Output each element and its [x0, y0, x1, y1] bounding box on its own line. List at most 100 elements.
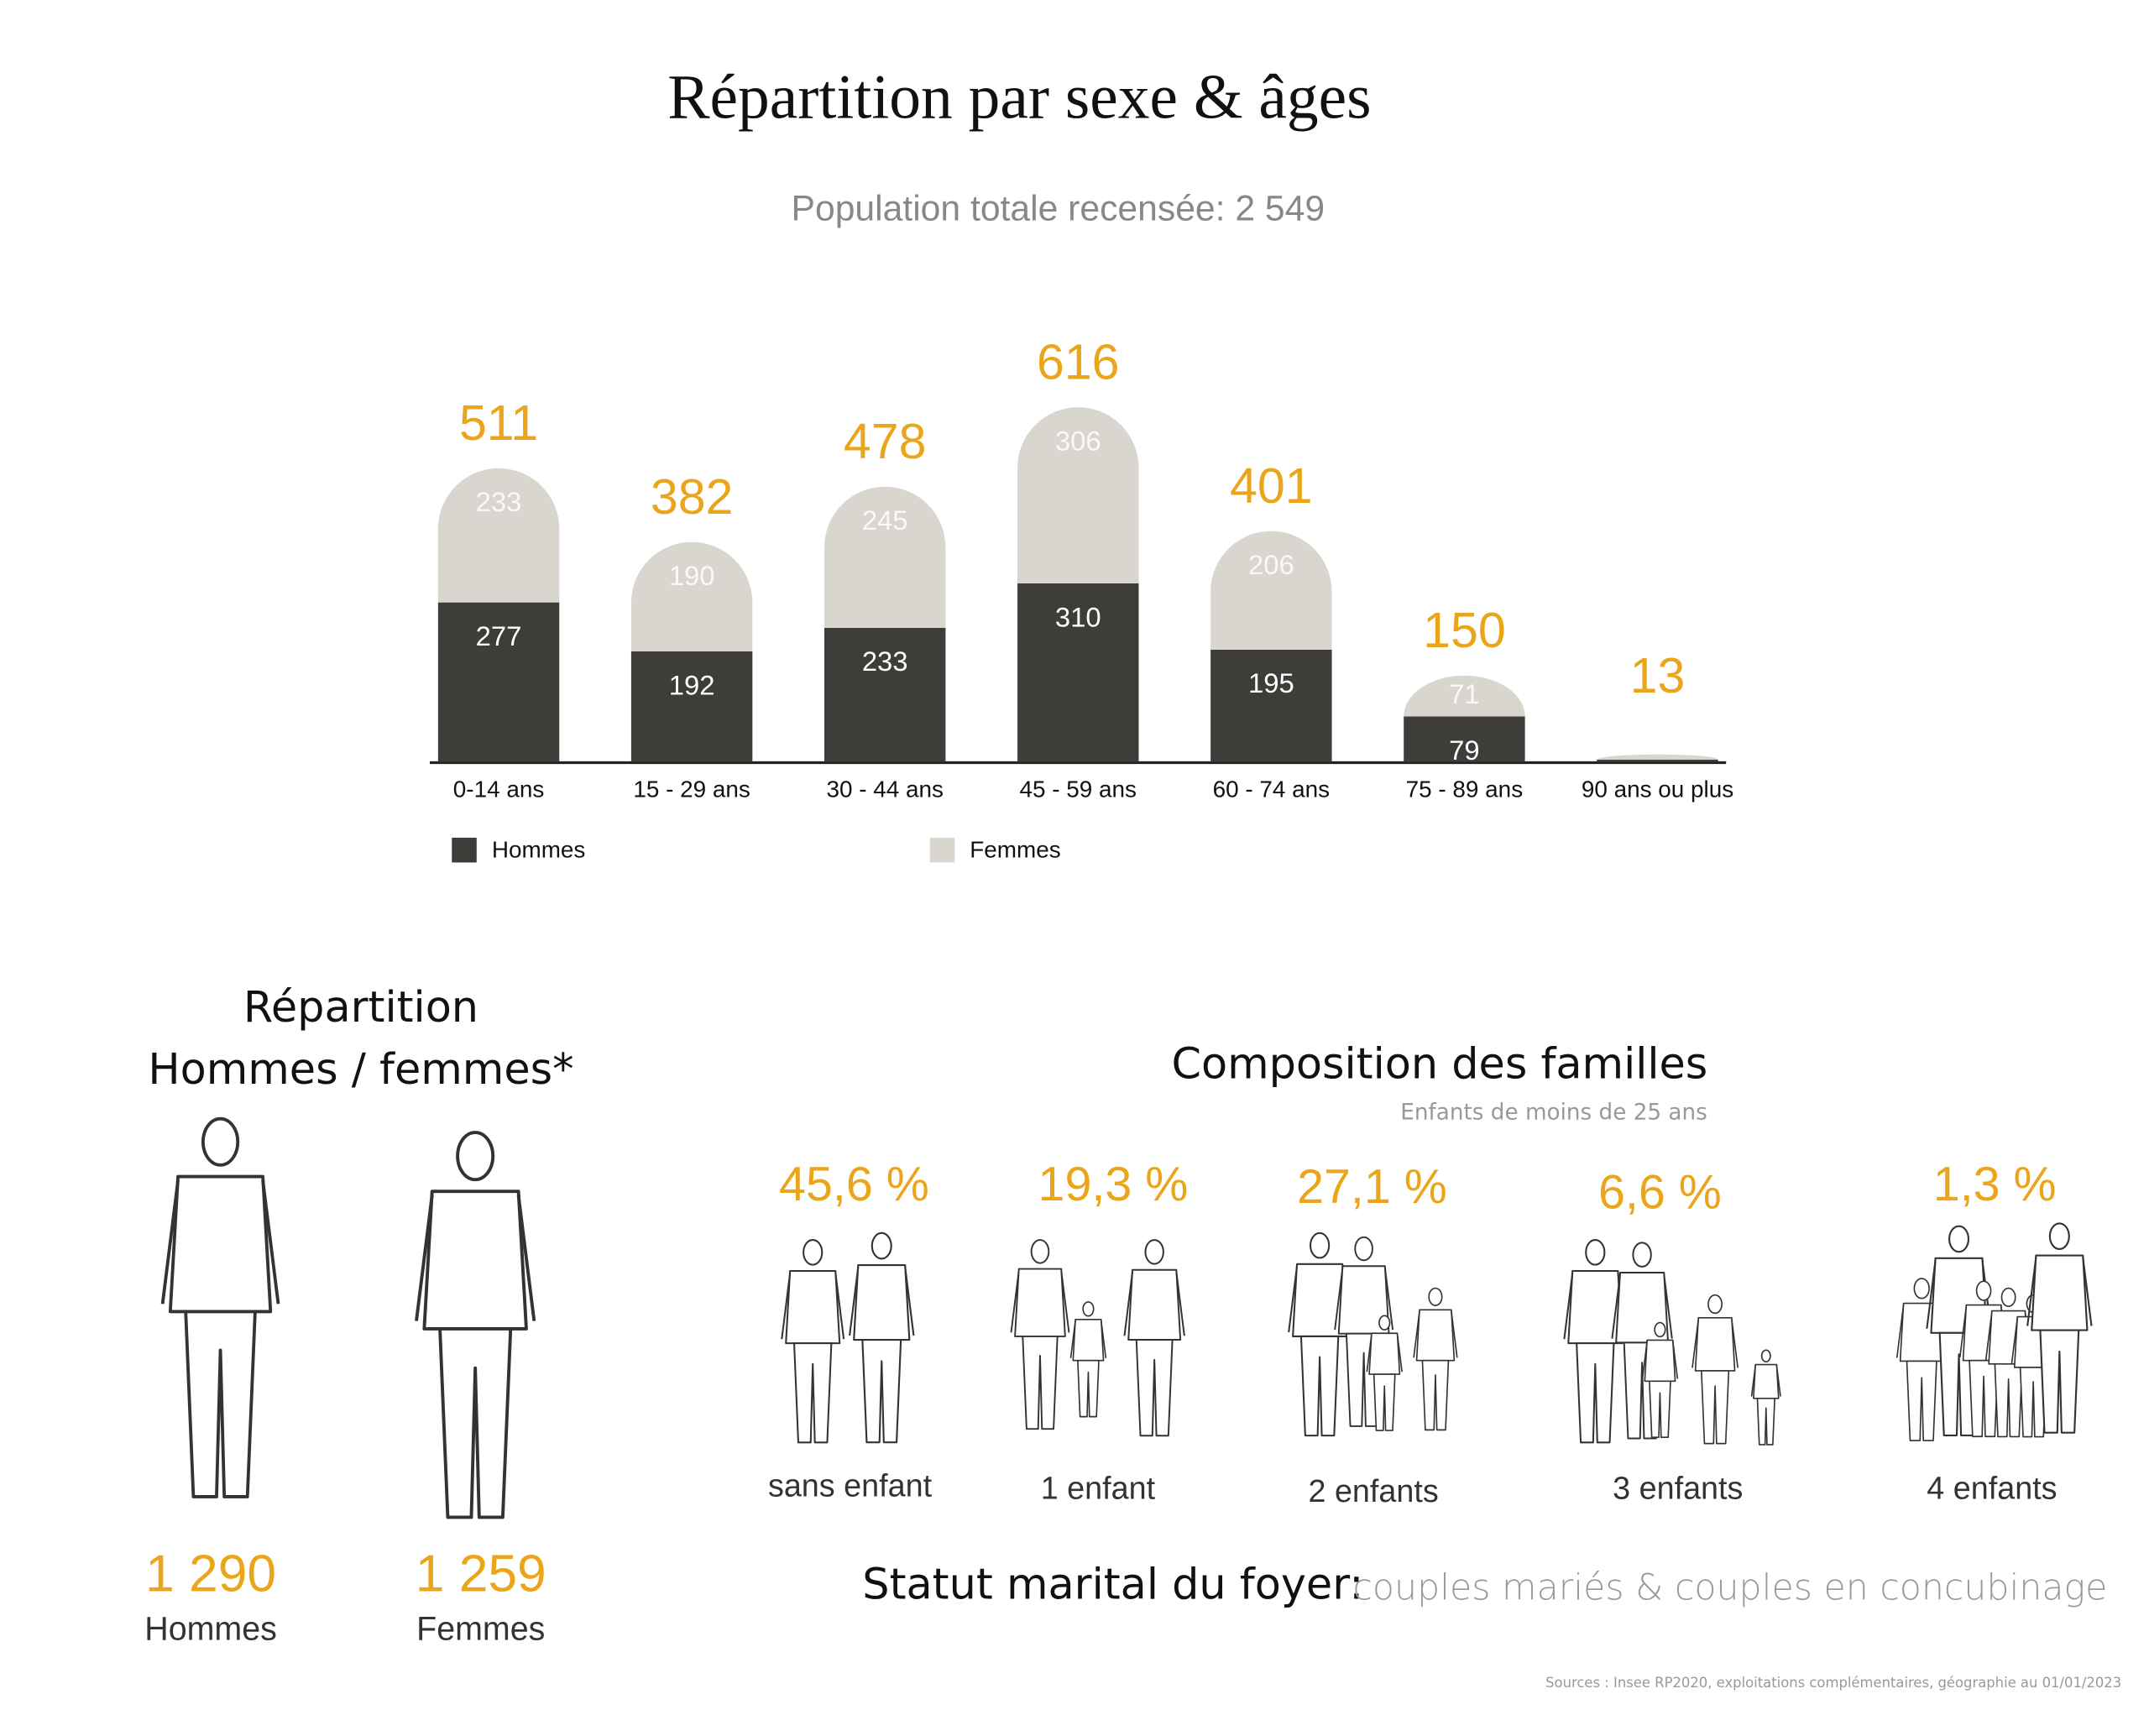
legs [1135, 1339, 1174, 1437]
legs [1576, 1342, 1615, 1444]
total-label: 150 [1423, 603, 1506, 658]
family-label: sans enfant [768, 1467, 933, 1503]
head [201, 1116, 240, 1167]
value-label: 310 [1055, 601, 1101, 632]
head [1378, 1315, 1391, 1331]
family-figure [1413, 1287, 1458, 1431]
head [2048, 1222, 2070, 1250]
legs [1077, 1359, 1100, 1418]
family-figure [781, 1239, 845, 1444]
bar-segment [1017, 583, 1139, 762]
family-figure [1563, 1239, 1628, 1444]
torso [1644, 1339, 1676, 1383]
legs [1906, 1360, 1937, 1441]
head [803, 1239, 824, 1266]
head [871, 1231, 892, 1260]
legs [184, 1310, 257, 1498]
family-share: 19,3 % [1038, 1158, 1189, 1211]
torso [1694, 1316, 1736, 1372]
torso [1415, 1309, 1456, 1362]
head [1354, 1236, 1373, 1262]
legs [2039, 1329, 2080, 1434]
bar-segment [1597, 754, 1718, 760]
family-figure [1691, 1294, 1739, 1445]
value-label: 245 [862, 505, 908, 536]
x-tick-label: 75 - 89 ans [1406, 776, 1523, 802]
family-figure [1123, 1239, 1185, 1437]
family-figure [1010, 1239, 1070, 1430]
bar-segment [630, 651, 753, 762]
arms [1334, 1268, 1394, 1331]
total-label: 478 [844, 414, 927, 469]
legend-label: Hommes [492, 837, 586, 863]
arms [160, 1179, 280, 1305]
value-label: 233 [476, 486, 522, 517]
bar-segment [1017, 407, 1139, 583]
value-label: 79 [1449, 735, 1480, 766]
families-subtitle: Enfants de moins de 25 ans [1400, 1101, 1707, 1126]
head [456, 1131, 495, 1182]
man-figure [160, 1116, 280, 1498]
legs [1756, 1397, 1775, 1446]
x-tick-label: 15 - 29 ans [633, 776, 750, 802]
family-figure [1366, 1315, 1403, 1431]
total-label: 616 [1037, 334, 1120, 390]
bar-segment [824, 486, 946, 628]
family-share: 45,6 % [779, 1158, 929, 1211]
arms [1123, 1272, 1185, 1336]
legend-swatch [452, 837, 477, 863]
head [2000, 1287, 2016, 1307]
arms [1010, 1270, 1070, 1333]
x-tick-label: 90 ans ou plus [1582, 776, 1733, 802]
torso [1753, 1363, 1780, 1399]
total-label: 13 [1630, 648, 1686, 703]
arms [1413, 1310, 1458, 1358]
arms [1750, 1365, 1781, 1397]
legs [1299, 1335, 1340, 1437]
legs [1373, 1373, 1396, 1431]
family-figure [1641, 1321, 1679, 1439]
value-label: 71 [1449, 678, 1480, 709]
legs [1022, 1335, 1059, 1430]
x-tick-label: 30 - 44 ans [826, 776, 943, 802]
legend-swatch [929, 837, 955, 863]
gender-count: 1 290 [145, 1545, 276, 1603]
gender-label: Hommes [144, 1611, 277, 1648]
bar-segment [1210, 531, 1332, 650]
family-figure [849, 1231, 915, 1444]
legs [1421, 1359, 1450, 1431]
legs [1701, 1370, 1730, 1445]
torso [422, 1190, 528, 1331]
total-label: 382 [651, 469, 734, 525]
family-share: 6,6 % [1598, 1166, 1722, 1220]
family-figure [1288, 1231, 1352, 1437]
total-label: 511 [459, 395, 538, 451]
gender-count: 1 259 [416, 1545, 546, 1603]
gender-label: Femmes [416, 1611, 545, 1648]
torso [1072, 1319, 1105, 1362]
legs [1969, 1359, 1999, 1438]
arms [1366, 1334, 1403, 1373]
legs [1649, 1380, 1671, 1439]
head [1144, 1239, 1164, 1265]
arms [1069, 1320, 1107, 1358]
bar-segment [1597, 759, 1718, 762]
head [1654, 1321, 1666, 1338]
legs [861, 1338, 902, 1444]
woman-figure [415, 1131, 536, 1519]
arms [415, 1195, 536, 1321]
head [1948, 1225, 1970, 1253]
gender-title: Hommes / femmes* [148, 1044, 573, 1094]
gender-title: Répartition [243, 982, 478, 1032]
arms [1641, 1341, 1679, 1379]
marital-value: couples mariés & couples en concubinage [1352, 1566, 2107, 1608]
head [1913, 1278, 1930, 1299]
bar-segment [1404, 675, 1525, 717]
arms [2026, 1257, 2093, 1326]
arms [1691, 1319, 1739, 1368]
value-label: 277 [476, 620, 522, 651]
bar-segment [437, 468, 560, 603]
head [1632, 1242, 1652, 1268]
family-share: 27,1 % [1297, 1160, 1447, 1214]
value-label: 306 [1055, 425, 1101, 456]
